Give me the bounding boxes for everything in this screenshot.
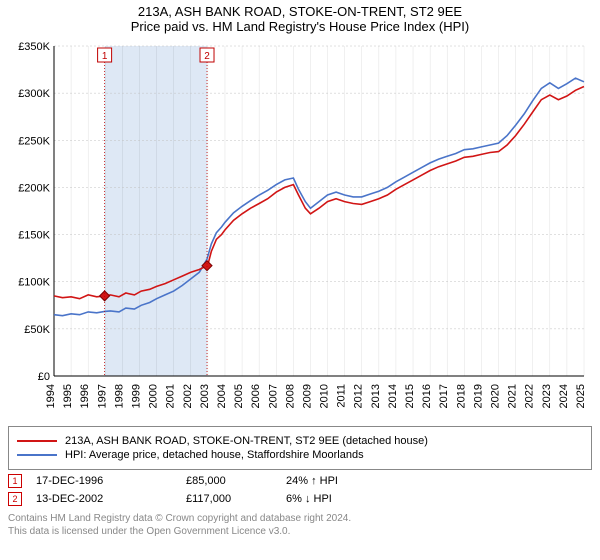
svg-text:2009: 2009 — [301, 384, 313, 408]
svg-text:2012: 2012 — [353, 384, 365, 408]
svg-text:2015: 2015 — [404, 384, 416, 408]
svg-text:£350K: £350K — [18, 41, 50, 53]
chart-title-line1: 213A, ASH BANK ROAD, STOKE-ON-TRENT, ST2… — [8, 4, 592, 19]
chart-title-block: 213A, ASH BANK ROAD, STOKE-ON-TRENT, ST2… — [8, 4, 592, 34]
svg-text:£50K: £50K — [24, 324, 50, 336]
svg-text:2013: 2013 — [370, 384, 382, 408]
svg-text:2005: 2005 — [233, 384, 245, 408]
svg-text:2: 2 — [204, 51, 210, 62]
svg-text:£100K: £100K — [18, 277, 50, 289]
svg-text:1998: 1998 — [113, 384, 125, 408]
svg-text:2024: 2024 — [558, 384, 570, 408]
svg-text:1999: 1999 — [130, 384, 142, 408]
sale-marker-2: 2 — [8, 492, 22, 506]
legend-label-hpi: HPI: Average price, detached house, Staf… — [65, 449, 364, 461]
svg-text:2008: 2008 — [284, 384, 296, 408]
legend-row-property: 213A, ASH BANK ROAD, STOKE-ON-TRENT, ST2… — [17, 435, 583, 447]
svg-text:1997: 1997 — [96, 384, 108, 408]
svg-text:2000: 2000 — [148, 384, 160, 408]
svg-text:£0: £0 — [38, 371, 50, 383]
svg-text:2016: 2016 — [421, 384, 433, 408]
svg-text:2025: 2025 — [575, 384, 587, 408]
legend-row-hpi: HPI: Average price, detached house, Staf… — [17, 449, 583, 461]
svg-text:1: 1 — [102, 51, 108, 62]
legend-swatch-property — [17, 440, 57, 442]
license-text: Contains HM Land Registry data © Crown c… — [8, 512, 592, 538]
svg-text:2023: 2023 — [541, 384, 553, 408]
svg-text:£250K: £250K — [18, 135, 50, 147]
svg-text:2019: 2019 — [472, 384, 484, 408]
svg-text:£200K: £200K — [18, 182, 50, 194]
legend-box: 213A, ASH BANK ROAD, STOKE-ON-TRENT, ST2… — [8, 426, 592, 470]
svg-text:2007: 2007 — [267, 384, 279, 408]
svg-text:2017: 2017 — [438, 384, 450, 408]
svg-text:1995: 1995 — [62, 384, 74, 408]
sale-delta-1: 24% ↑ HPI — [286, 475, 338, 487]
svg-text:2006: 2006 — [250, 384, 262, 408]
svg-text:2018: 2018 — [455, 384, 467, 408]
legend-swatch-hpi — [17, 454, 57, 456]
sale-row-1: 1 17-DEC-1996 £85,000 24% ↑ HPI — [8, 474, 592, 488]
sale-date-1: 17-DEC-1996 — [36, 475, 186, 487]
svg-text:2022: 2022 — [524, 384, 536, 408]
sale-price-2: £117,000 — [186, 493, 286, 505]
svg-text:2002: 2002 — [182, 384, 194, 408]
svg-text:2014: 2014 — [387, 384, 399, 408]
price-chart: 1994 1995 1996 1997 1998 1999 2000 2001 2002 2003… — [8, 40, 592, 420]
sale-date-2: 13-DEC-2002 — [36, 493, 186, 505]
svg-text:2010: 2010 — [319, 384, 331, 408]
svg-text:1994: 1994 — [45, 384, 57, 408]
svg-text:1996: 1996 — [79, 384, 91, 408]
sale-delta-2: 6% ↓ HPI — [286, 493, 332, 505]
svg-text:2021: 2021 — [507, 384, 519, 408]
svg-text:2004: 2004 — [216, 384, 228, 408]
legend-label-property: 213A, ASH BANK ROAD, STOKE-ON-TRENT, ST2… — [65, 435, 428, 447]
svg-text:2001: 2001 — [165, 384, 177, 408]
svg-text:2003: 2003 — [199, 384, 211, 408]
svg-text:£300K: £300K — [18, 88, 50, 100]
chart-title-line2: Price paid vs. HM Land Registry's House … — [8, 19, 592, 34]
svg-text:£150K: £150K — [18, 230, 50, 242]
svg-text:2020: 2020 — [490, 384, 502, 408]
sale-price-1: £85,000 — [186, 475, 286, 487]
sale-marker-1: 1 — [8, 474, 22, 488]
sale-row-2: 2 13-DEC-2002 £117,000 6% ↓ HPI — [8, 492, 592, 506]
svg-text:2011: 2011 — [336, 384, 348, 408]
